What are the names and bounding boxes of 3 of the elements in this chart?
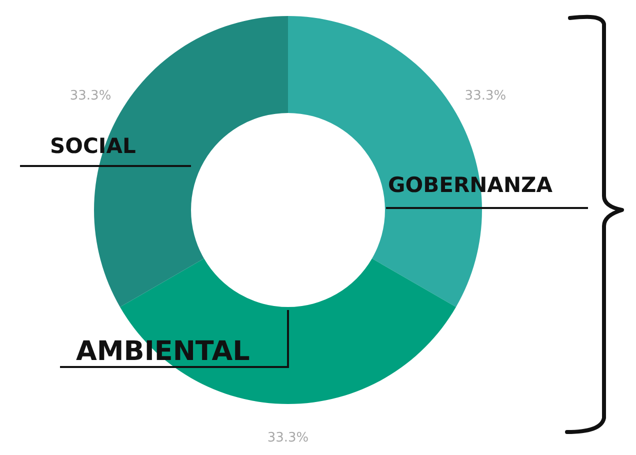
data-label: 33.3%	[267, 430, 309, 446]
data-label: 33.3%	[464, 88, 506, 104]
data-label: 33.3%	[70, 88, 112, 104]
